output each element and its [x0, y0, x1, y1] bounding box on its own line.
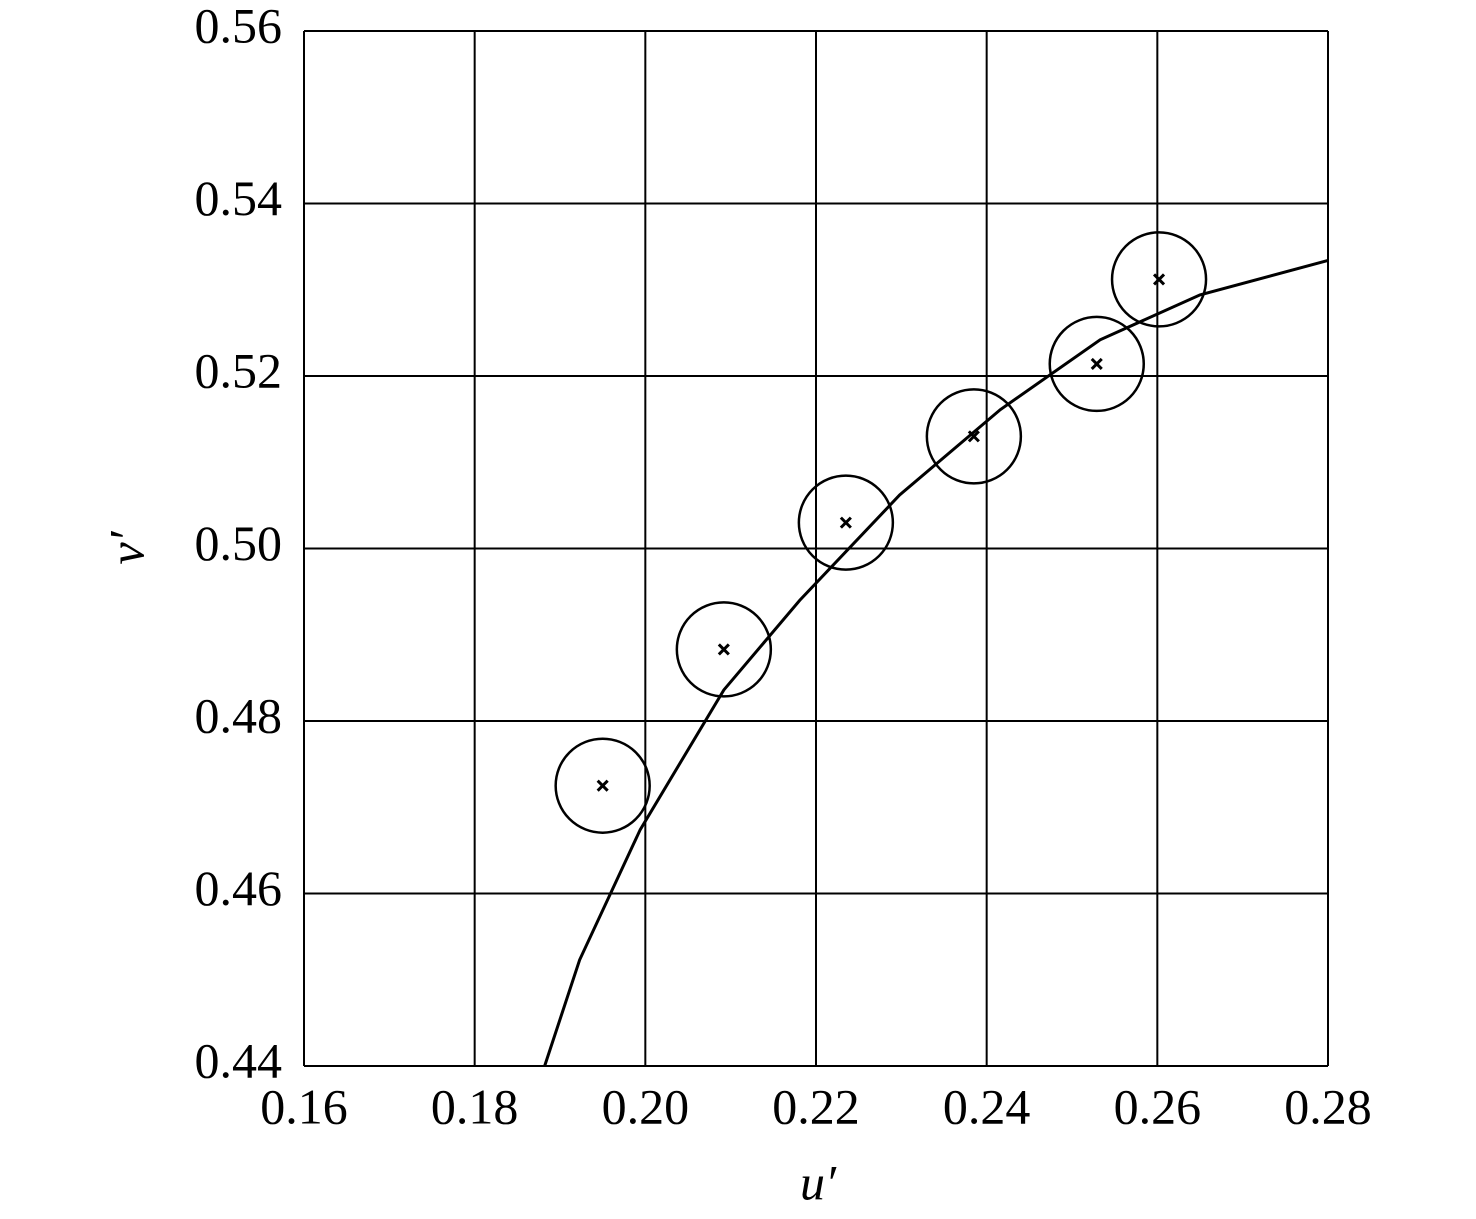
y-tick-label: 0.44 — [195, 1032, 283, 1088]
point-marker — [596, 779, 609, 792]
point-marker — [1090, 357, 1103, 370]
x-tick-label: 0.16 — [260, 1078, 348, 1134]
x-tick-label: 0.20 — [602, 1078, 690, 1134]
y-tick-label: 0.46 — [195, 860, 283, 916]
point-marker — [839, 516, 852, 529]
y-tick-label: 0.56 — [195, 0, 283, 53]
point-marker — [717, 643, 730, 656]
tolerance-circle — [925, 388, 1023, 485]
y-tick-label: 0.50 — [195, 515, 283, 571]
tolerance-circle — [1110, 231, 1208, 328]
tolerance-circle — [554, 737, 651, 834]
x-tick-label: 0.28 — [1284, 1078, 1372, 1134]
y-tick-label: 0.54 — [195, 170, 283, 226]
y-tick-label: 0.52 — [195, 342, 283, 398]
x-axis-label: u′ — [800, 1154, 837, 1210]
x-tick-label: 0.24 — [943, 1078, 1031, 1134]
x-tick-label: 0.22 — [772, 1078, 860, 1134]
tolerance-circle — [797, 474, 895, 571]
point-marker — [967, 430, 980, 443]
y-tick-label: 0.48 — [195, 687, 283, 743]
tolerance-circle — [1048, 315, 1145, 413]
tolerance-circle — [675, 601, 773, 698]
point-marker — [1152, 273, 1166, 286]
x-tick-label: 0.18 — [431, 1078, 519, 1134]
x-tick-label: 0.26 — [1114, 1078, 1202, 1134]
curve — [543, 258, 1329, 1067]
y-axis-label: v′ — [98, 530, 154, 564]
